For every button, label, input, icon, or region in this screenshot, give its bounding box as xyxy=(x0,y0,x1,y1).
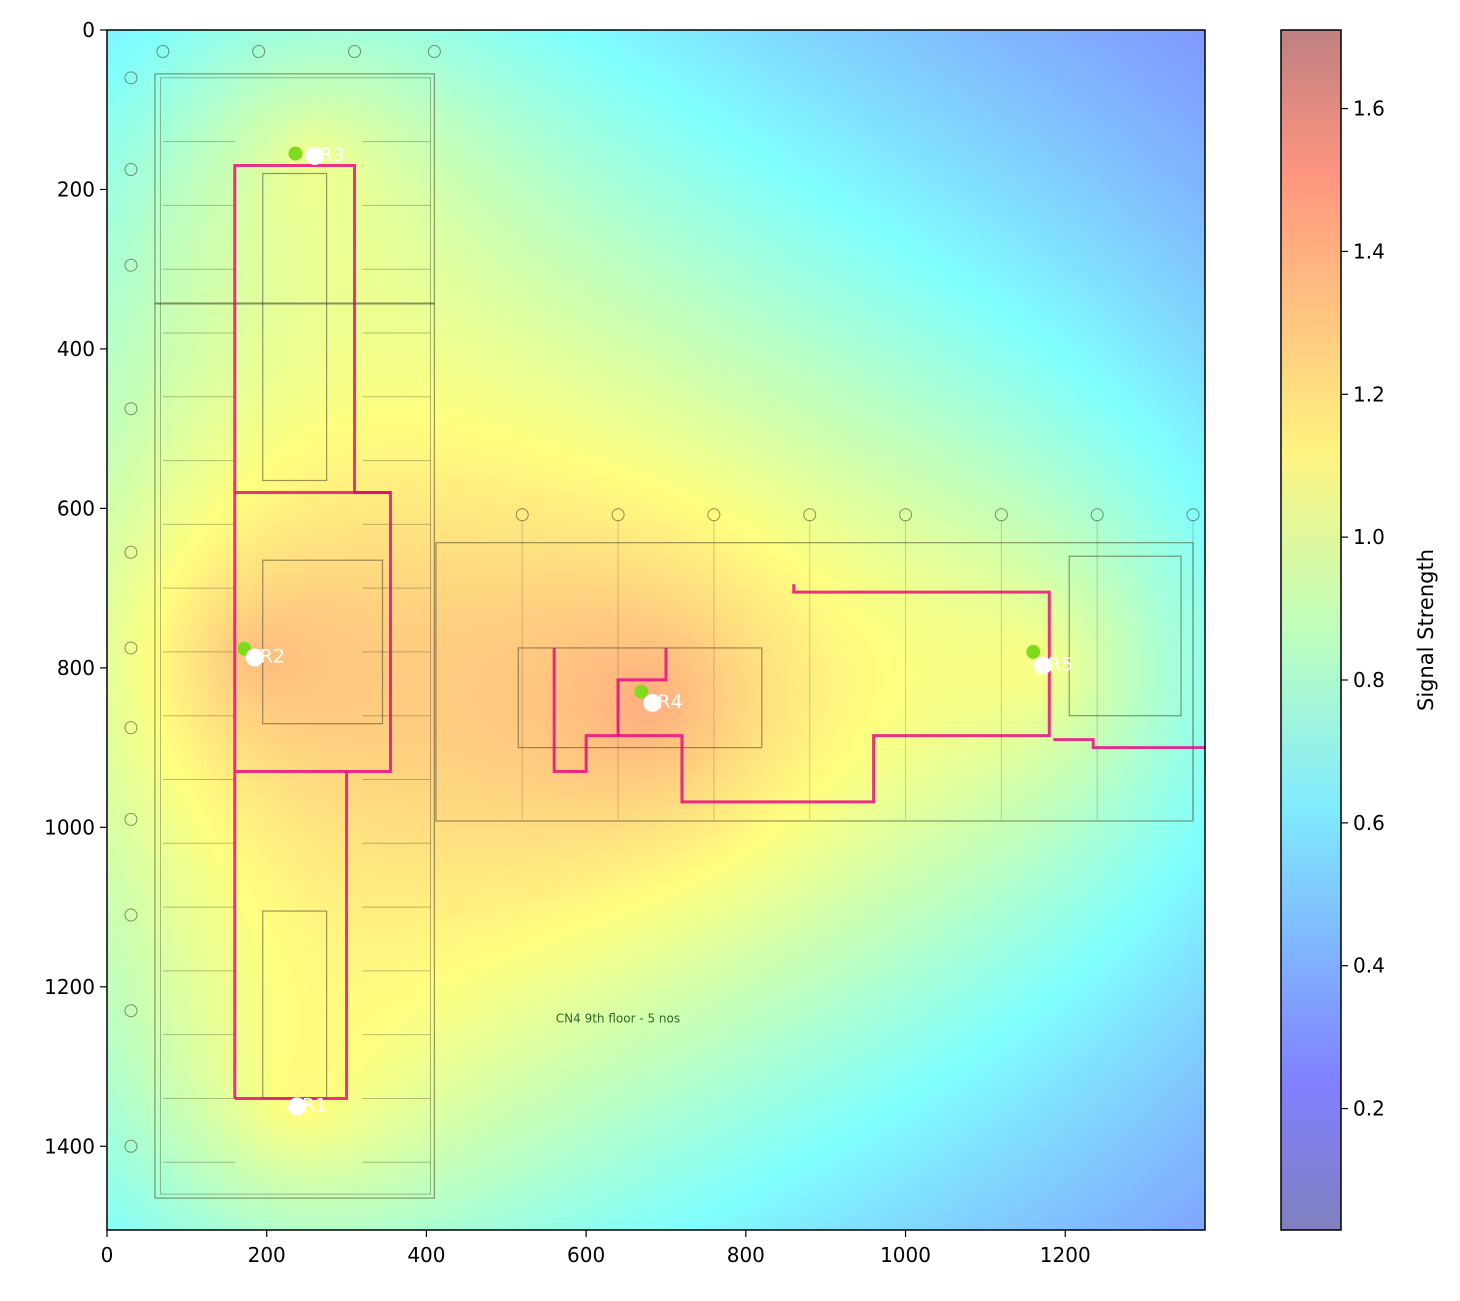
reference-point-marker xyxy=(1026,644,1041,659)
x-tick-label: 0 xyxy=(101,1243,114,1267)
plan-grid-bubble xyxy=(124,402,138,416)
plan-grid-bubble xyxy=(124,812,138,826)
plan-grid-bubble xyxy=(124,721,138,735)
plan-room-block xyxy=(1068,555,1182,717)
plan-grid-bubble xyxy=(611,508,625,522)
x-tick-label: 800 xyxy=(727,1243,765,1267)
cable-route xyxy=(234,771,349,1100)
plan-grid-bubble xyxy=(124,163,138,177)
plan-grid-bubble xyxy=(156,45,170,59)
y-tick-label: 1400 xyxy=(44,1134,95,1158)
colorbar-label: Signal Strength xyxy=(1414,549,1438,711)
plan-grid-bubble xyxy=(427,45,441,59)
cable-route xyxy=(1053,738,1205,750)
plan-room-block xyxy=(517,647,763,749)
plan-grid-bubble xyxy=(1186,508,1200,522)
y-tick-label: 200 xyxy=(57,177,95,201)
colorbar-tick-label: 0.4 xyxy=(1353,954,1385,978)
y-tick-label: 0 xyxy=(82,18,95,42)
plan-grid-bubble xyxy=(124,71,138,85)
reference-point-marker xyxy=(288,146,303,161)
plan-grid-bubble xyxy=(348,45,362,59)
router-marker xyxy=(1033,656,1052,675)
x-tick-label: 1200 xyxy=(1040,1243,1091,1267)
plan-grid-bubble xyxy=(124,1004,138,1018)
colorbar-tick-label: 0.6 xyxy=(1353,811,1385,835)
colorbar-tick-label: 1.2 xyxy=(1353,382,1385,406)
colorbar-tick-label: 0.8 xyxy=(1353,668,1385,692)
plan-core-middle xyxy=(262,559,384,725)
y-tick-label: 1200 xyxy=(44,975,95,999)
colorbar-tick-label: 1.0 xyxy=(1353,525,1385,549)
y-tick-label: 800 xyxy=(57,656,95,680)
colorbar-gradient xyxy=(1281,30,1341,1230)
plan-grid-bubble xyxy=(252,45,266,59)
x-tick-label: 200 xyxy=(248,1243,286,1267)
floorplan-note: CN4 9th floor - 5 nos xyxy=(556,1012,680,1026)
router-marker xyxy=(305,146,324,165)
plan-grid-bubble xyxy=(1090,508,1104,522)
router-label: R2 xyxy=(260,646,285,668)
plan-grid-bubble xyxy=(994,508,1008,522)
colorbar-frame xyxy=(1280,29,1342,1231)
x-tick-label: 1000 xyxy=(880,1243,931,1267)
x-tick-label: 600 xyxy=(567,1243,605,1267)
reference-point-marker xyxy=(634,684,649,699)
router-label: R3 xyxy=(320,144,345,166)
colorbar-ticks: 0.2 0.4 0.6 0.8 1.0 1.2 1.4 1.6 xyxy=(1341,97,1385,1121)
cable-route xyxy=(616,647,668,736)
plan-grid-bubble xyxy=(124,1139,138,1153)
plan-grid-bubble xyxy=(515,508,529,522)
plan-inner-outline xyxy=(160,77,431,1195)
x-tick-label: 400 xyxy=(407,1243,445,1267)
router-marker xyxy=(245,648,264,667)
cable-route xyxy=(552,584,1051,804)
plan-wing-vertical xyxy=(154,73,436,1199)
plan-grid-bubble xyxy=(707,508,721,522)
plan-grid-bubble xyxy=(899,508,913,522)
router-marker xyxy=(288,1097,307,1116)
colorbar: 0.2 0.4 0.6 0.8 1.0 1.2 1.4 1.6 Signal Strength xyxy=(1280,29,1438,1231)
router-markers: R1 R2 R3 R4 R5 xyxy=(237,144,1073,1116)
y-tick-label: 400 xyxy=(57,337,95,361)
heatmap-raster xyxy=(107,30,1205,1230)
plan-grid-bubble xyxy=(124,545,138,559)
plan-grid-bubble xyxy=(124,258,138,272)
cable-routes xyxy=(233,164,1205,1100)
plan-wing-horizontal xyxy=(435,542,1194,822)
plot-frame xyxy=(106,29,1206,1231)
y-tick-label: 1000 xyxy=(44,815,95,839)
plan-grid-bubble xyxy=(803,508,817,522)
colorbar-tick-label: 0.2 xyxy=(1353,1097,1385,1121)
router-marker xyxy=(643,693,662,712)
plan-grid-bubble xyxy=(124,908,138,922)
floorplan-overlay xyxy=(124,45,1200,1199)
y-axis: 0 200 400 600 800 1000 1200 1400 xyxy=(44,18,107,1158)
colorbar-tick-label: 1.4 xyxy=(1353,239,1385,263)
x-axis: 0 200 400 600 800 1000 1200 xyxy=(101,1230,1091,1267)
router-label: R4 xyxy=(657,691,682,713)
y-tick-label: 600 xyxy=(57,496,95,520)
colorbar-tick-label: 1.6 xyxy=(1353,97,1385,121)
plan-grid-bubble xyxy=(124,641,138,655)
plan-core-top xyxy=(262,172,328,482)
router-label: R5 xyxy=(1048,653,1073,675)
router-label: R1 xyxy=(302,1094,327,1116)
